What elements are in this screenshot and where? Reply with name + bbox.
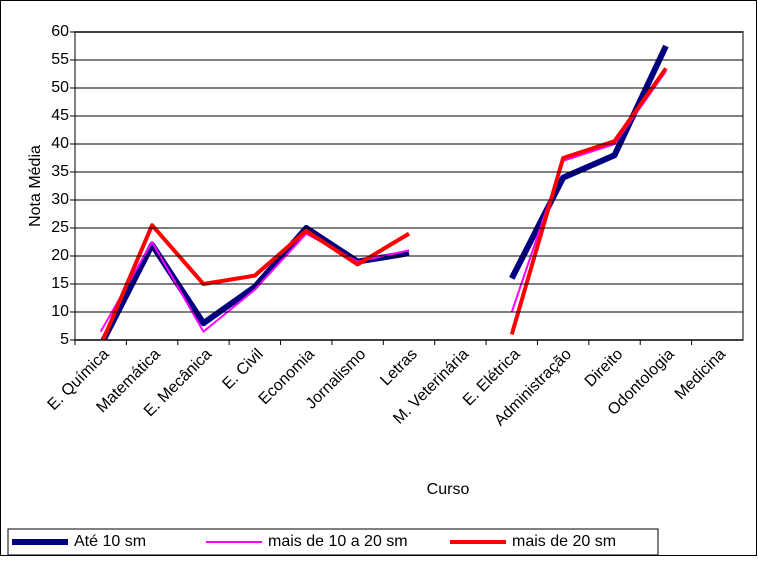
y-tick-label: 55	[51, 51, 69, 68]
legend-label: mais de 10 a 20 sm	[268, 533, 408, 550]
y-tick-label: 20	[51, 247, 69, 264]
y-tick-label: 10	[51, 303, 69, 320]
y-tick-label: 50	[51, 79, 69, 96]
y-tick-label: 45	[51, 107, 69, 124]
y-tick-label: 25	[51, 219, 69, 236]
x-axis-title: Curso	[427, 481, 470, 498]
y-axis-title: Nota Média	[27, 145, 44, 227]
y-tick-label: 40	[51, 135, 69, 152]
y-tick-label: 5	[60, 331, 69, 348]
plot-area	[74, 31, 744, 341]
legend-label: Até 10 sm	[74, 533, 146, 550]
legend	[7, 528, 659, 556]
series-line	[100, 67, 668, 340]
y-tick-label: 15	[51, 275, 69, 292]
y-tick-label: 30	[51, 191, 69, 208]
y-tick-label: 35	[51, 163, 69, 180]
y-tick-label: 60	[51, 23, 69, 40]
legend-label: mais de 20 sm	[512, 533, 616, 550]
